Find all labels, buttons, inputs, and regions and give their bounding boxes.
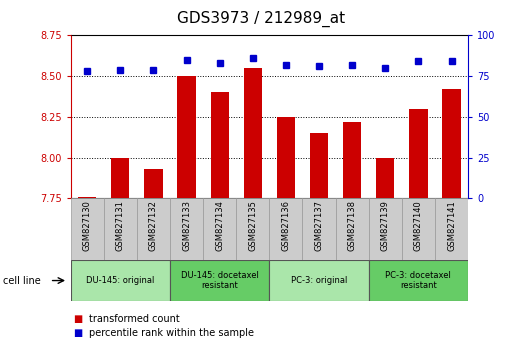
- Bar: [244, 68, 262, 198]
- Bar: [71, 198, 104, 260]
- Text: GSM827141: GSM827141: [447, 200, 456, 251]
- Bar: [336, 198, 369, 260]
- Bar: [376, 158, 394, 198]
- Text: GSM827133: GSM827133: [182, 200, 191, 251]
- Text: GSM827139: GSM827139: [381, 200, 390, 251]
- Text: GSM827134: GSM827134: [215, 200, 224, 251]
- Bar: [310, 133, 328, 198]
- Bar: [170, 198, 203, 260]
- Text: GSM827140: GSM827140: [414, 200, 423, 251]
- Text: cell line: cell line: [3, 275, 40, 286]
- Bar: [236, 198, 269, 260]
- Text: PC-3: docetaxel
resistant: PC-3: docetaxel resistant: [385, 271, 451, 290]
- Bar: [442, 89, 461, 198]
- Bar: [410, 109, 427, 198]
- Text: GSM827131: GSM827131: [116, 200, 125, 251]
- Text: GSM827137: GSM827137: [314, 200, 324, 251]
- Text: GSM827135: GSM827135: [248, 200, 257, 251]
- Text: transformed count: transformed count: [89, 314, 180, 324]
- Bar: [71, 260, 170, 301]
- Text: GSM827130: GSM827130: [83, 200, 92, 251]
- Text: GDS3973 / 212989_at: GDS3973 / 212989_at: [177, 11, 346, 27]
- Bar: [144, 169, 163, 198]
- Bar: [343, 122, 361, 198]
- Bar: [277, 117, 295, 198]
- Text: DU-145: docetaxel
resistant: DU-145: docetaxel resistant: [181, 271, 258, 290]
- Bar: [177, 76, 196, 198]
- Text: percentile rank within the sample: percentile rank within the sample: [89, 328, 254, 338]
- Bar: [269, 260, 369, 301]
- Bar: [104, 198, 137, 260]
- Bar: [78, 196, 96, 198]
- Bar: [369, 198, 402, 260]
- Bar: [137, 198, 170, 260]
- Bar: [402, 198, 435, 260]
- Bar: [203, 198, 236, 260]
- Bar: [369, 260, 468, 301]
- Bar: [111, 158, 129, 198]
- Bar: [269, 198, 302, 260]
- Bar: [435, 198, 468, 260]
- Text: ■: ■: [73, 328, 83, 338]
- Bar: [302, 198, 336, 260]
- Bar: [211, 92, 229, 198]
- Text: PC-3: original: PC-3: original: [291, 276, 347, 285]
- Text: GSM827138: GSM827138: [348, 200, 357, 251]
- Text: DU-145: original: DU-145: original: [86, 276, 154, 285]
- Text: GSM827136: GSM827136: [281, 200, 290, 251]
- Text: GSM827132: GSM827132: [149, 200, 158, 251]
- Text: ■: ■: [73, 314, 83, 324]
- Bar: [170, 260, 269, 301]
